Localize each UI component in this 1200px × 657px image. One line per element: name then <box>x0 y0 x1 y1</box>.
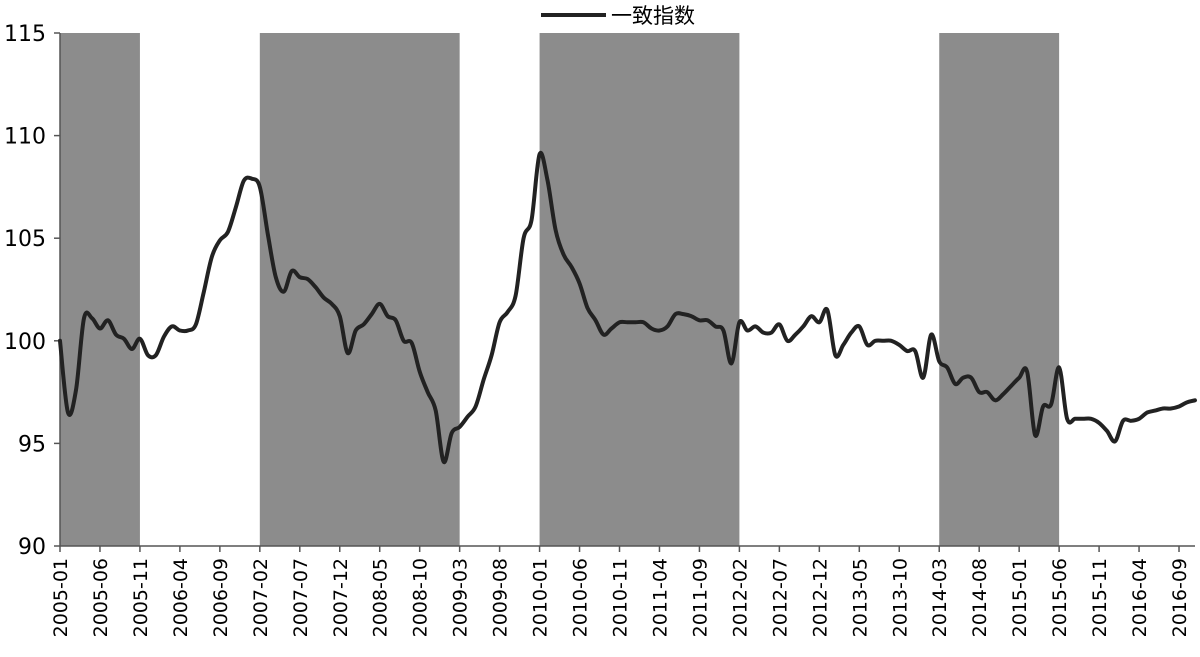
y-tick-label: 100 <box>4 330 46 355</box>
shaded-periods <box>60 33 1060 546</box>
x-tick-label: 2007-07 <box>290 558 312 637</box>
x-tick-label: 2011-09 <box>689 558 711 637</box>
x-tick-label: 2011-04 <box>649 558 671 637</box>
y-tick-label: 90 <box>18 535 46 560</box>
shaded-period-3 <box>539 33 740 546</box>
x-tick-label: 2010-01 <box>530 558 552 637</box>
x-tick-label: 2012-02 <box>729 558 751 637</box>
legend-label: 一致指数 <box>611 4 695 28</box>
shaded-period-1 <box>60 33 140 546</box>
x-tick-label: 2016-04 <box>1129 558 1151 637</box>
shaded-period-2 <box>259 33 460 546</box>
x-tick-label: 2005-01 <box>50 558 72 637</box>
x-tick-label: 2007-02 <box>250 558 272 637</box>
axes <box>59 33 1195 547</box>
x-tick-label: 2005-11 <box>130 558 152 637</box>
x-tick-label: 2006-04 <box>170 558 192 637</box>
y-tick-label: 105 <box>4 227 46 252</box>
x-tick-label: 2013-05 <box>849 558 871 637</box>
y-tick-labels: 90 95 100 105 110 115 <box>4 22 60 560</box>
x-tick-label: 2016-09 <box>1169 558 1191 637</box>
series-line <box>58 150 1197 464</box>
y-tick-label: 115 <box>4 22 46 47</box>
y-tick-label: 110 <box>4 125 46 150</box>
y-tick-label: 95 <box>18 432 46 457</box>
x-tick-label: 2009-08 <box>490 558 512 637</box>
x-tick-label: 2014-08 <box>969 558 991 637</box>
x-tick-label: 2010-06 <box>570 558 592 637</box>
x-tick-label: 2015-11 <box>1089 558 1111 637</box>
x-tick-label: 2007-12 <box>330 558 352 637</box>
x-tick-labels: 2005-01 2005-06 2005-11 2006-04 2006-09 2007-… <box>50 546 1191 637</box>
x-tick-label: 2005-06 <box>90 558 112 637</box>
x-tick-label: 2008-05 <box>370 558 392 637</box>
legend: 一致指数 <box>541 4 695 28</box>
x-tick-label: 2012-07 <box>769 558 791 637</box>
x-tick-label: 2012-12 <box>809 558 831 637</box>
x-tick-label: 2008-10 <box>410 558 432 637</box>
shaded-period-4 <box>939 33 1060 546</box>
x-tick-label: 2009-03 <box>450 558 472 637</box>
x-tick-label: 2006-09 <box>210 558 232 637</box>
x-tick-label: 2010-11 <box>610 558 632 637</box>
x-tick-label: 2013-10 <box>889 558 911 637</box>
x-tick-label: 2015-06 <box>1049 558 1071 637</box>
x-tick-label: 2015-01 <box>1009 558 1031 637</box>
x-tick-label: 2014-03 <box>929 558 951 637</box>
